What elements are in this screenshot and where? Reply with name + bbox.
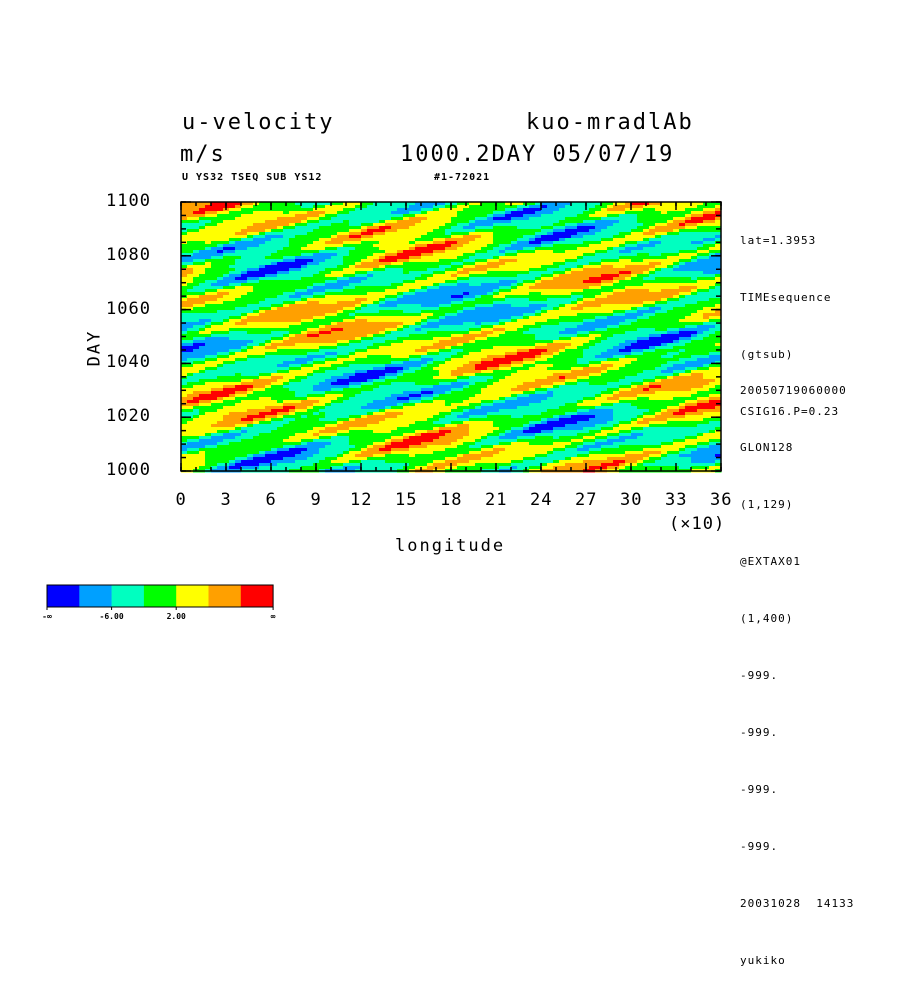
info-line: lat=1.3953 bbox=[740, 231, 839, 250]
colorbar-label: -∞ bbox=[42, 612, 52, 621]
heatmap-cells bbox=[181, 202, 722, 473]
x-tick-label: 0 bbox=[176, 490, 187, 510]
info-line: -999. bbox=[740, 666, 854, 685]
x-tick-label: 30 bbox=[620, 490, 642, 510]
x-tick-label: 6 bbox=[266, 490, 277, 510]
y-tick-label: 1020 bbox=[106, 406, 151, 426]
info-bottom: 20050719060000 GLON128 (1,129) @EXTAX01 … bbox=[740, 343, 854, 989]
colorbar-label: -6.00 bbox=[100, 612, 124, 621]
y-axis-label: DAY bbox=[84, 330, 104, 367]
colorbar-swatch bbox=[79, 585, 112, 607]
x-tick-label: 15 bbox=[395, 490, 417, 510]
x-tick-label: 24 bbox=[530, 490, 552, 510]
x-tick-label: 12 bbox=[350, 490, 372, 510]
x-tick-label: 9 bbox=[311, 490, 322, 510]
colorbar-label: 2.00 bbox=[167, 612, 186, 621]
colorbar-swatch bbox=[176, 585, 209, 607]
info-line: yukiko bbox=[740, 951, 854, 970]
info-line: 20050719060000 bbox=[740, 381, 854, 400]
info-line: (1,400) bbox=[740, 609, 854, 628]
colorbar-swatch bbox=[241, 585, 274, 607]
info-line: 20031028 14133 bbox=[740, 894, 854, 913]
y-tick-label: 1100 bbox=[106, 191, 151, 211]
x-axis-label: longitude bbox=[395, 536, 505, 556]
y-tick-label: 1080 bbox=[106, 245, 151, 265]
y-tick-label: 1060 bbox=[106, 299, 151, 319]
x-tick-label: 3 bbox=[221, 490, 232, 510]
x-tick-label: 18 bbox=[440, 490, 462, 510]
info-line: GLON128 bbox=[740, 438, 854, 457]
colorbar-swatch bbox=[112, 585, 145, 607]
colorbar: -∞ -6.00 2.00 ∞ bbox=[42, 585, 276, 621]
colorbar-swatch bbox=[47, 585, 80, 607]
y-tick-label: 1040 bbox=[106, 352, 151, 372]
colorbar-swatch bbox=[144, 585, 177, 607]
info-line: (1,129) bbox=[740, 495, 854, 514]
info-line: -999. bbox=[740, 837, 854, 856]
x-multiplier-label: (×10) bbox=[669, 514, 725, 534]
info-line: -999. bbox=[740, 780, 854, 799]
info-line: @EXTAX01 bbox=[740, 552, 854, 571]
x-tick-label: 21 bbox=[485, 490, 507, 510]
info-line: -999. bbox=[740, 723, 854, 742]
y-tick-label: 1000 bbox=[106, 460, 151, 480]
x-tick-label: 33 bbox=[665, 490, 687, 510]
info-line: TIMEsequence bbox=[740, 288, 839, 307]
colorbar-swatch bbox=[209, 585, 242, 607]
x-tick-label: 36 bbox=[710, 490, 732, 510]
colorbar-label: ∞ bbox=[271, 612, 276, 621]
x-tick-label: 27 bbox=[575, 490, 597, 510]
